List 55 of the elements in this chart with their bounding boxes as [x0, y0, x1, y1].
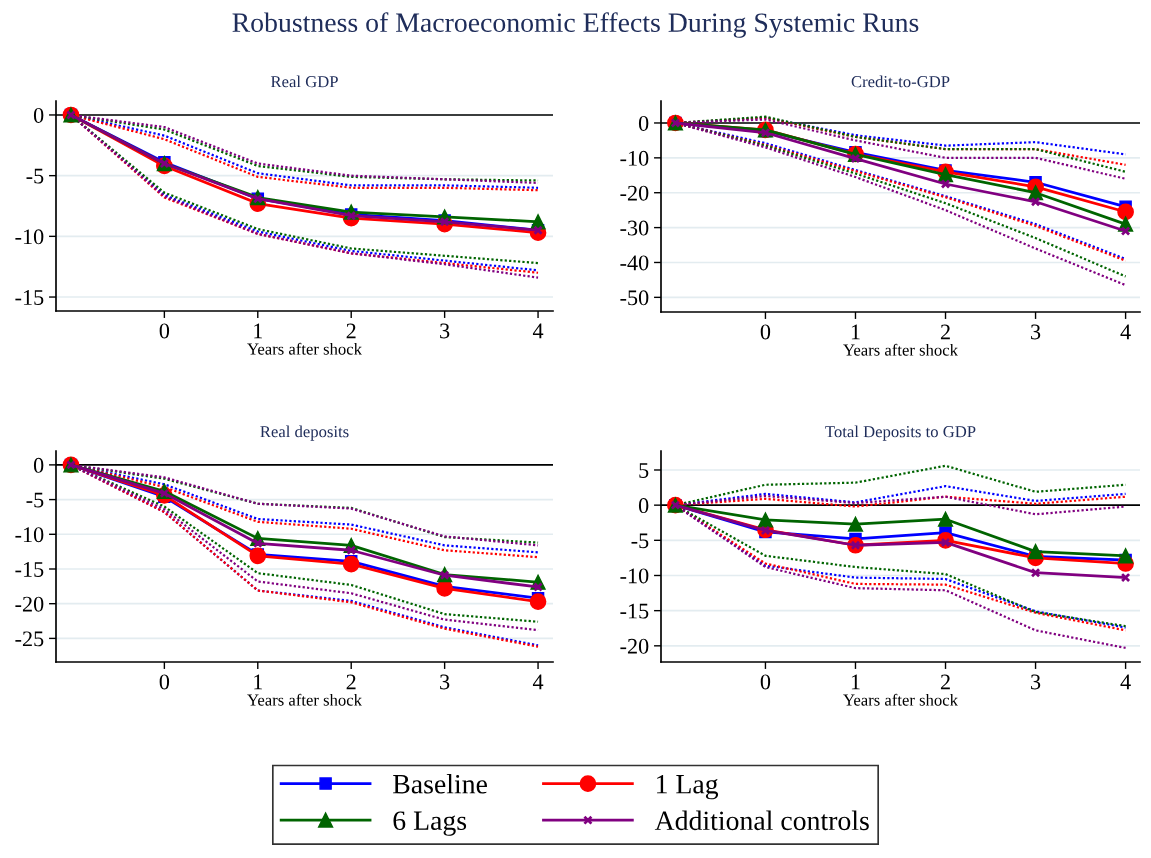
x-tick-label: 2 [940, 324, 950, 340]
y-tick-label: -5 [26, 492, 44, 508]
x-axis-title: Years after shock [247, 342, 362, 355]
y-tick-label: -10 [15, 229, 44, 245]
chart-title: Real GDP [270, 75, 338, 88]
x-tick-label: 2 [346, 323, 356, 339]
x-tick-label: 1 [851, 324, 860, 340]
x-tick-label: 1 [851, 674, 860, 690]
x-axis-title: Years after shock [843, 693, 958, 706]
x-tick-label: 4 [532, 674, 544, 690]
chart-title: Total Deposits to GDP [825, 425, 976, 441]
x-tick-label: 4 [1120, 674, 1131, 690]
y-tick-label: -20 [620, 185, 649, 201]
legend-label: Additional controls [654, 810, 869, 831]
x-axis-title: Years after shock [247, 693, 362, 706]
y-tick-label: -15 [15, 562, 44, 577]
y-tick-label: -10 [620, 150, 649, 166]
chart-title: Credit-to-GDP [851, 75, 950, 88]
x-tick-label: 4 [1120, 324, 1131, 340]
y-tick-label: -15 [15, 290, 44, 305]
x-tick-label: 3 [1031, 674, 1041, 690]
x-tick-label: 1 [254, 674, 263, 690]
y-tick-label: 0 [638, 498, 649, 514]
y-tick-label: -15 [620, 603, 649, 619]
y-tick-label: 5 [639, 463, 649, 478]
x-tick-label: 0 [760, 324, 771, 340]
y-tick-label: -30 [620, 220, 649, 236]
text: Robustness of Macroeconomic Effects During Systemic Runs [232, 12, 919, 38]
x-tick-label: 3 [1031, 324, 1041, 340]
legend-label: Baseline [393, 774, 487, 794]
x-tick-label: 0 [760, 674, 771, 690]
y-tick-label: 0 [33, 107, 44, 123]
legend-label: 1 Lag [657, 774, 719, 800]
y-tick-label: -20 [620, 638, 649, 654]
x-axis-title: Years after shock [843, 343, 958, 356]
y-tick-label: -10 [620, 568, 649, 584]
y-tick-label: -5 [631, 533, 649, 549]
y-tick-label: 0 [33, 457, 44, 473]
x-tick-label: 1 [254, 323, 263, 339]
x-tick-label: 2 [940, 674, 950, 690]
x-tick-label: 3 [440, 674, 450, 690]
y-tick-label: -20 [15, 596, 44, 612]
y-tick-label: -25 [15, 631, 44, 647]
legend-label: 6 Lags [393, 811, 467, 836]
x-tick-label: 3 [440, 323, 450, 339]
x-tick-label: 4 [532, 323, 544, 339]
x-tick-label: 2 [346, 674, 356, 690]
y-tick-label: 0 [638, 115, 649, 131]
y-tick-label: -40 [620, 255, 649, 271]
y-tick-label: -50 [620, 290, 649, 306]
x-tick-label: 0 [159, 674, 170, 690]
chart-title: Real deposits [260, 425, 349, 441]
y-tick-label: -5 [26, 168, 44, 184]
x-tick-label: 0 [159, 323, 170, 339]
y-tick-label: -10 [15, 527, 44, 543]
